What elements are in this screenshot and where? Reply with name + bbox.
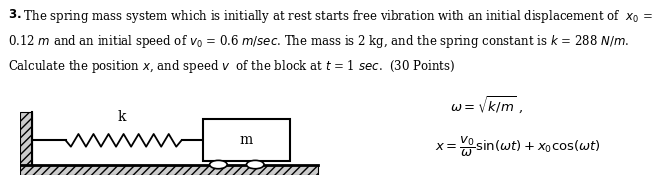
Circle shape: [210, 160, 227, 169]
Text: $x = \dfrac{v_0}{\omega}\sin(\omega t) + x_0 \cos(\omega t)$: $x = \dfrac{v_0}{\omega}\sin(\omega t) +…: [435, 135, 601, 159]
Text: k: k: [118, 110, 126, 124]
Text: The spring mass system which is initially at rest starts free vibration with an : The spring mass system which is initiall…: [20, 8, 653, 25]
Text: Calculate the position $x$, and speed $v$  of the block at $t$ = 1 $sec$.  (30 P: Calculate the position $x$, and speed $v…: [8, 58, 456, 75]
Bar: [202, 119, 290, 161]
Bar: [20, 165, 318, 175]
Text: 0.12 $m$ and an initial speed of $v_0$ = 0.6 $m/sec$. The mass is 2 kg, and the : 0.12 $m$ and an initial speed of $v_0$ =…: [8, 33, 629, 50]
Circle shape: [246, 160, 264, 169]
Text: $\omega = \sqrt{k/m}$ ,: $\omega = \sqrt{k/m}$ ,: [450, 95, 523, 116]
Text: $\mathbf{3.}$: $\mathbf{3.}$: [8, 8, 21, 21]
Text: m: m: [240, 133, 253, 147]
Bar: [20, 112, 32, 165]
